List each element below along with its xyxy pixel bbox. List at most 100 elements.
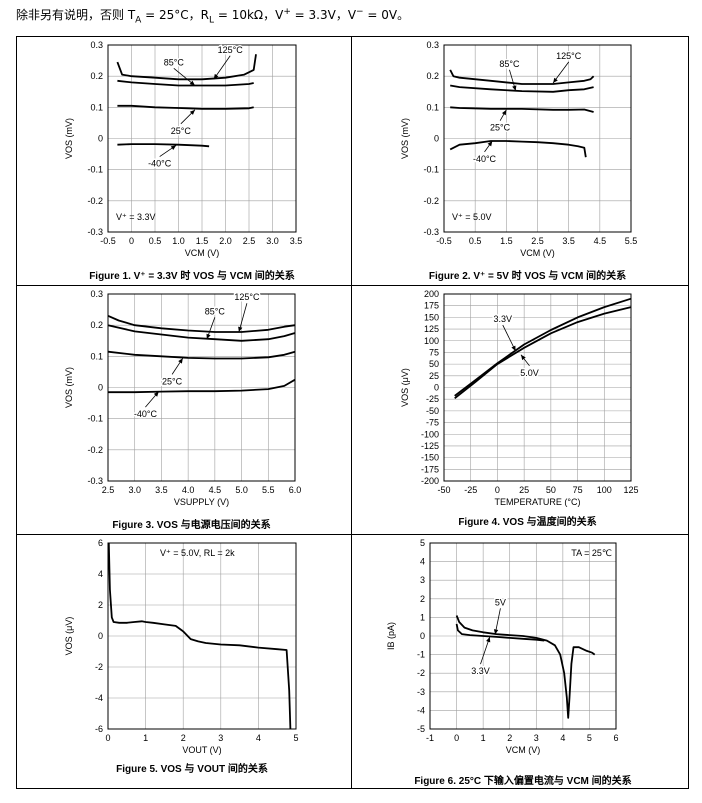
y-axis-label: VOS (mV) bbox=[64, 118, 74, 159]
y-axis-label: VOS (mV) bbox=[64, 367, 74, 408]
plot-frame bbox=[107, 44, 297, 233]
leader-arrow bbox=[189, 80, 195, 86]
plot-frame bbox=[443, 44, 632, 233]
x-tick-label: 75 bbox=[573, 485, 583, 495]
x-tick-label: 2.0 bbox=[219, 236, 232, 246]
x-tick-label: 1 bbox=[481, 733, 486, 743]
callout-label: -40°C bbox=[473, 154, 497, 164]
series-125°C bbox=[116, 54, 257, 81]
x-tick-label: 0 bbox=[129, 236, 134, 246]
header-text-1: 除非另有说明，否则 T bbox=[16, 8, 136, 22]
callout-label: 85°C bbox=[499, 59, 520, 69]
x-tick-label: 2.5 bbox=[531, 236, 544, 246]
series-25°C bbox=[450, 106, 594, 113]
x-axis-label: VCM (V) bbox=[520, 248, 555, 258]
y-tick-label: 0 bbox=[420, 631, 425, 641]
header-sub-ta: A bbox=[135, 15, 142, 26]
y-tick-label: -3 bbox=[417, 687, 425, 697]
x-axis-label: VSUPPLY (V) bbox=[174, 497, 229, 507]
y-axis-label: IB (pA) bbox=[386, 622, 396, 650]
y-tick-label: -2 bbox=[95, 662, 103, 672]
x-tick-label: 4 bbox=[560, 733, 565, 743]
header-text-5: = 0V。 bbox=[363, 8, 410, 22]
x-tick-label: 4.0 bbox=[182, 485, 195, 495]
y-tick-label: -6 bbox=[95, 724, 103, 734]
x-tick-label: 100 bbox=[597, 485, 612, 495]
conditions-header: 除非另有说明，否则 TA = 25°C，RL = 10kΩ，V+ = 3.3V，… bbox=[16, 6, 409, 25]
leader-arrow bbox=[213, 73, 219, 80]
x-tick-label: 3 bbox=[218, 733, 223, 743]
y-tick-label: -5 bbox=[417, 724, 425, 734]
y-tick-label: -200 bbox=[421, 476, 439, 486]
x-tick-label: 3.0 bbox=[128, 485, 141, 495]
x-tick-label: 1 bbox=[143, 733, 148, 743]
x-tick-label: 4.5 bbox=[209, 485, 222, 495]
y-tick-label: 0.3 bbox=[90, 289, 103, 299]
header-text-3: = 10kΩ，V bbox=[214, 8, 284, 22]
leader-arrow bbox=[170, 145, 177, 150]
x-tick-label: 3.0 bbox=[266, 236, 279, 246]
y-tick-label: -4 bbox=[95, 693, 103, 703]
series-125°C bbox=[449, 69, 595, 85]
y-tick-label: 0.2 bbox=[90, 320, 103, 330]
plot-frame bbox=[107, 542, 297, 730]
plot-frame bbox=[443, 293, 632, 482]
x-tick-label: 5.0 bbox=[235, 485, 248, 495]
callout-label: 125°C bbox=[218, 45, 244, 55]
leader-arrow bbox=[553, 77, 558, 84]
series-25°C bbox=[107, 350, 296, 360]
fig1-chart: -0.5 0 0.5 1.0 1.5 2.0 2.5 3.0 3.5 -0.3 -0.2 -0.1 0 0… bbox=[64, 40, 302, 282]
x-tick-label: 1.5 bbox=[196, 236, 209, 246]
x-axis-label: VOUT (V) bbox=[182, 745, 221, 755]
callout-label: -40°C bbox=[148, 159, 172, 169]
y-tick-label: 0.1 bbox=[90, 351, 103, 361]
x-tick-label: 5.5 bbox=[262, 485, 275, 495]
x-tick-label: 1.0 bbox=[172, 236, 185, 246]
callout-label: 85°C bbox=[164, 57, 185, 67]
fig3-chart: 2.5 3.0 3.5 4.0 4.5 5.0 5.5 6.0 -0.3 -0.2 -0.1 0 0.1… bbox=[64, 289, 301, 531]
fig6-chart: -1 0 1 2 3 4 5 6 -5 -4 -3 -2 -1 0 1 2 3 4 5 VCM (V) IB (pA) 5… bbox=[386, 538, 632, 787]
leader-arrow bbox=[178, 358, 183, 364]
header-sup-vminus: − bbox=[356, 7, 364, 17]
x-tick-label: 6.0 bbox=[289, 485, 302, 495]
callout-label: 125°C bbox=[556, 51, 582, 61]
leader-arrow bbox=[189, 109, 195, 115]
y-tick-label: 0.2 bbox=[426, 71, 439, 81]
x-tick-label: -50 bbox=[437, 485, 450, 495]
x-tick-label: 3.5 bbox=[155, 485, 168, 495]
x-tick-label: 3 bbox=[534, 733, 539, 743]
y-tick-label: 75 bbox=[429, 347, 439, 357]
y-tick-label: 0 bbox=[434, 134, 439, 144]
y-tick-label: 0 bbox=[434, 383, 439, 393]
series--40°C bbox=[449, 140, 587, 158]
series-125°C bbox=[107, 314, 296, 333]
x-tick-label: 3.5 bbox=[562, 236, 575, 246]
x-tick-label: 1.5 bbox=[500, 236, 513, 246]
callout-label: 3.3V bbox=[471, 666, 490, 676]
callout-label: 125°C bbox=[234, 292, 260, 302]
callout-label: 5.0V bbox=[520, 368, 539, 378]
callout-label: 5V bbox=[495, 597, 506, 607]
leader-arrow bbox=[493, 629, 499, 635]
x-tick-label: 2 bbox=[181, 733, 186, 743]
plot-frame bbox=[107, 293, 296, 482]
series-5.0V bbox=[454, 306, 632, 400]
x-tick-label: 3.5 bbox=[290, 236, 303, 246]
y-axis-label: VOS (μV) bbox=[64, 617, 74, 656]
series-85°C bbox=[117, 79, 254, 87]
y-tick-label: -2 bbox=[417, 668, 425, 678]
fig5-chart: 0 1 2 3 4 5 -6 -4 -2 0 2 4 6 VOUT (V) VOS (μV) V⁺ = 5.0… bbox=[64, 538, 299, 775]
series-3.3V bbox=[454, 297, 632, 397]
y-tick-label: -0.1 bbox=[87, 165, 103, 175]
series-VOS bbox=[107, 542, 292, 730]
y-tick-label: 6 bbox=[98, 538, 103, 548]
series--40°C bbox=[117, 143, 210, 148]
callout-label: 3.3V bbox=[494, 314, 513, 324]
y-tick-label: 0.1 bbox=[426, 102, 439, 112]
leader-arrow bbox=[486, 636, 491, 643]
callout-label: 25°C bbox=[162, 376, 183, 386]
x-tick-label: 5 bbox=[587, 733, 592, 743]
y-tick-label: 0.2 bbox=[90, 71, 103, 81]
y-tick-label: 2 bbox=[420, 594, 425, 604]
